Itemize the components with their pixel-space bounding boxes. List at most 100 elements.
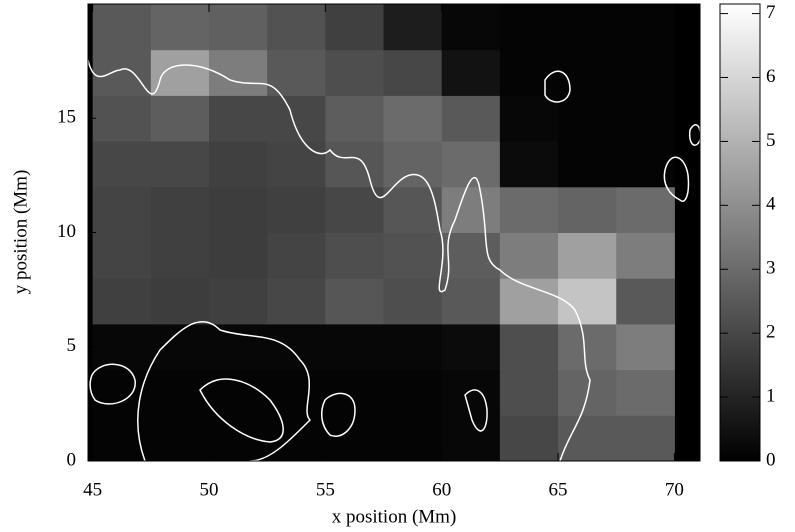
heatmap-cell [499, 186, 559, 233]
heatmap-cell [92, 278, 152, 325]
heatmap-cell [558, 141, 617, 188]
x-axis-label: x position (Mm) [332, 506, 457, 527]
heatmap-cell [383, 369, 443, 416]
x-tick-label: 70 [665, 479, 684, 500]
heatmap-cell [267, 4, 326, 51]
heatmap-cell [441, 415, 501, 461]
heatmap-cell [499, 141, 559, 188]
heatmap-cell [150, 232, 210, 279]
contour [89, 363, 136, 405]
x-tick-label: 45 [83, 479, 102, 500]
heatmap-cell [325, 278, 385, 325]
heatmap-cell [209, 186, 268, 233]
heatmap-cell [499, 232, 559, 279]
heatmap-cell [616, 49, 675, 96]
heatmap-cell [499, 323, 559, 371]
heatmap-cell [92, 141, 152, 188]
colorbar-tick-label: 5 [766, 130, 776, 151]
heatmap-cell [499, 95, 559, 142]
heatmap-cell [441, 186, 501, 233]
heatmap-cell [499, 278, 559, 325]
heatmap-cell [441, 278, 501, 325]
heatmap-cell [209, 415, 268, 461]
heatmap-cell [267, 415, 326, 461]
heatmap-cell [383, 415, 443, 461]
heatmap-cell [616, 186, 675, 233]
heatmap-cell [441, 323, 501, 371]
heatmap-cell [325, 4, 385, 51]
heatmap-cell [150, 415, 210, 461]
heatmap-cell [150, 95, 210, 142]
x-tick-label: 50 [200, 479, 219, 500]
y-tick-label: 15 [57, 107, 76, 128]
heatmap-cell [558, 232, 617, 279]
heatmap-cell [499, 369, 559, 416]
colorbar-tick-label: 2 [766, 322, 776, 343]
colorbar-tick-label: 6 [766, 66, 776, 87]
heatmap-cell [92, 4, 152, 51]
heatmap-cell [325, 186, 385, 233]
heatmap-cell [499, 4, 559, 51]
heatmap-cell [209, 141, 268, 188]
heatmap-cell [558, 4, 617, 51]
heatmap-cell [267, 141, 326, 188]
heatmap-cell [325, 232, 385, 279]
x-tick-label: 65 [549, 479, 568, 500]
heatmap-cell [325, 415, 385, 461]
heatmap-cell [383, 278, 443, 325]
contour [88, 59, 591, 461]
heatmap-cell [209, 4, 268, 51]
heatmap-cell [616, 232, 675, 279]
heatmap-cell [383, 141, 443, 188]
heatmap-cell [267, 49, 326, 96]
heatmap-cell [150, 369, 210, 416]
contours [88, 59, 700, 461]
colorbar-tick-label: 7 [766, 2, 776, 23]
heatmap-cell [150, 4, 210, 51]
heatmap-cell [150, 186, 210, 233]
heatmap-cell [558, 278, 617, 325]
heatmap-cell [383, 4, 443, 51]
contour [464, 389, 488, 432]
heatmap-cell [558, 415, 617, 461]
heatmap-cell [209, 323, 268, 371]
x-tick-label: 55 [316, 479, 335, 500]
heatmap-cell [325, 95, 385, 142]
heatmap-cell [499, 415, 559, 461]
heatmap-cell [267, 232, 326, 279]
heatmap-cell [209, 278, 268, 325]
colorbar [719, 3, 761, 462]
heatmap-cell [616, 141, 675, 188]
contour [137, 320, 312, 461]
heatmap-cell [92, 415, 152, 461]
heatmap-cell [383, 186, 443, 233]
heatmap-cell [150, 141, 210, 188]
heatmap-cell [92, 232, 152, 279]
heatmap-cell [616, 369, 675, 416]
heatmap-cell [383, 95, 443, 142]
heatmap-cell [325, 141, 385, 188]
heatmap-cell [383, 49, 443, 96]
heatmap-cell [616, 95, 675, 142]
heatmap-cell [267, 323, 326, 371]
heatmap-cell [92, 369, 152, 416]
heatmap-cell [616, 4, 675, 51]
heatmap-cell [441, 49, 501, 96]
colorbar-tick-label: 1 [766, 385, 776, 406]
heatmap-cell [441, 369, 501, 416]
heatmap-cell [150, 49, 210, 96]
contour [663, 156, 690, 202]
heatmap-cell [267, 186, 326, 233]
y-axis-label: y position (Mm) [10, 170, 31, 295]
heatmap-cell [499, 49, 559, 96]
heatmap-cell [267, 95, 326, 142]
heatmap-cell [150, 278, 210, 325]
heatmap-cell [92, 95, 152, 142]
colorbar-tick-label: 0 [766, 449, 776, 470]
heatmap-cell [209, 369, 268, 416]
heatmap-cell [616, 278, 675, 325]
contour [320, 392, 356, 437]
heatmap-cell [558, 186, 617, 233]
heatmap-cell [92, 49, 152, 96]
